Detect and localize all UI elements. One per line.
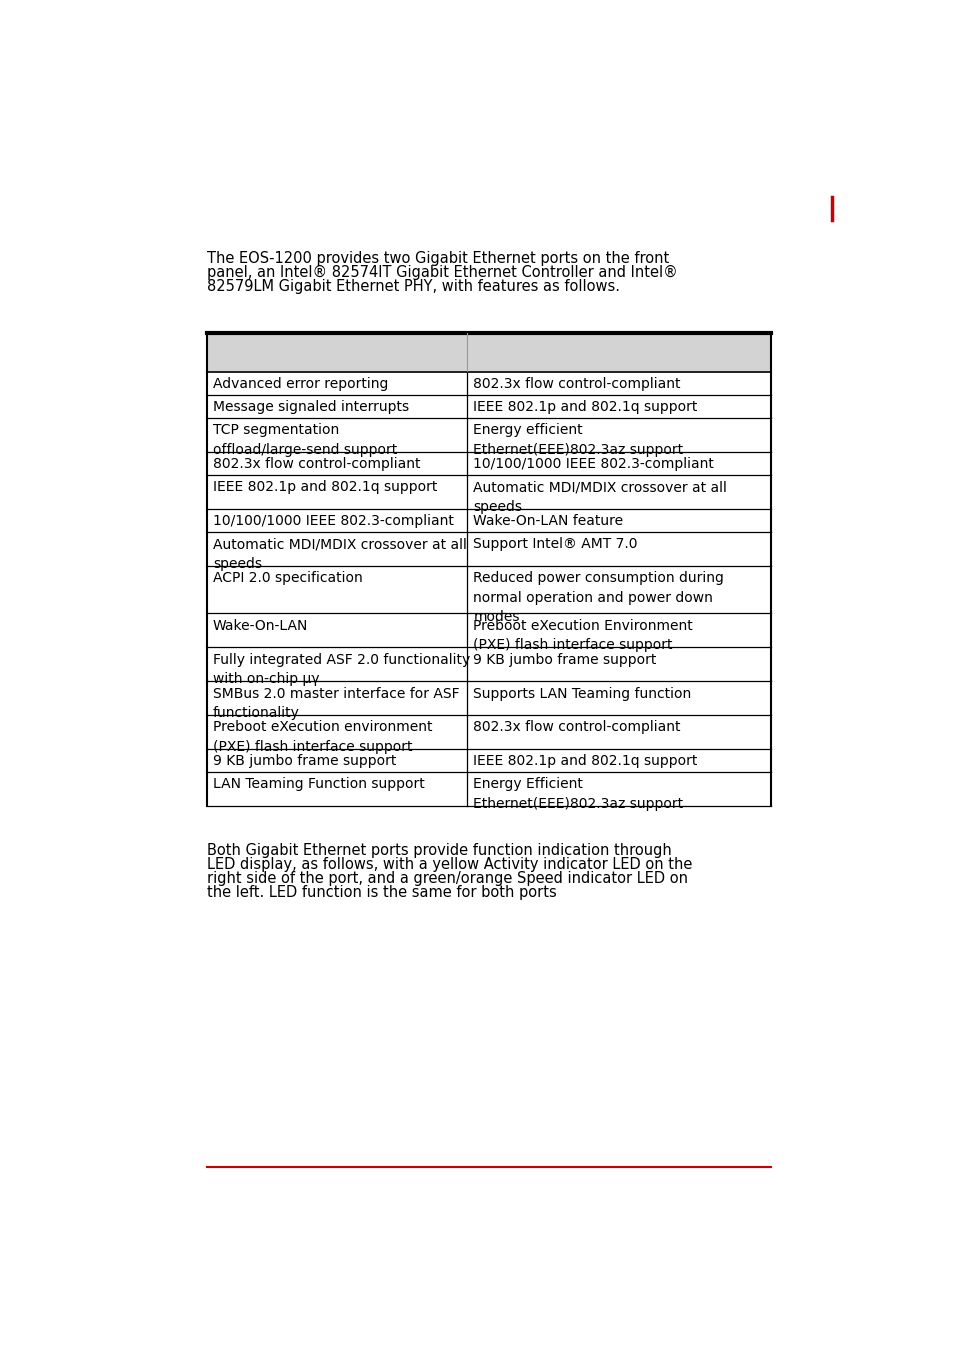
Bar xyxy=(467,475,770,508)
Bar xyxy=(207,508,467,531)
Text: 82579LM Gigabit Ethernet PHY, with features as follows.: 82579LM Gigabit Ethernet PHY, with featu… xyxy=(207,279,619,293)
Text: Supports LAN Teaming function: Supports LAN Teaming function xyxy=(473,687,691,700)
Text: Energy efficient
Ethernet(EEE)802.3az support: Energy efficient Ethernet(EEE)802.3az su… xyxy=(473,423,683,457)
Text: Advanced error reporting: Advanced error reporting xyxy=(213,377,388,391)
Bar xyxy=(467,681,770,715)
Text: The EOS-1200 provides two Gigabit Ethernet ports on the front: The EOS-1200 provides two Gigabit Ethern… xyxy=(207,250,668,266)
Text: 802.3x flow control-compliant: 802.3x flow control-compliant xyxy=(473,721,680,734)
Bar xyxy=(467,715,770,749)
Text: 9 KB jumbo frame support: 9 KB jumbo frame support xyxy=(473,653,656,667)
Text: SMBus 2.0 master interface for ASF
functionality: SMBus 2.0 master interface for ASF funct… xyxy=(213,687,459,721)
Text: Wake-On-LAN: Wake-On-LAN xyxy=(213,619,308,633)
Bar xyxy=(467,648,770,681)
Bar xyxy=(207,614,467,648)
Text: TCP segmentation
offload/large-send support: TCP segmentation offload/large-send supp… xyxy=(213,423,396,457)
Text: 9 KB jumbo frame support: 9 KB jumbo frame support xyxy=(213,754,396,768)
Bar xyxy=(467,772,770,806)
Text: right side of the port, and a green/orange Speed indicator LED on: right side of the port, and a green/oran… xyxy=(207,871,687,886)
Text: 802.3x flow control-compliant: 802.3x flow control-compliant xyxy=(213,457,420,470)
Text: 10/100/1000 IEEE 802.3-compliant: 10/100/1000 IEEE 802.3-compliant xyxy=(473,457,714,470)
Bar xyxy=(467,452,770,475)
Text: Fully integrated ASF 2.0 functionality
with on-chip μγ: Fully integrated ASF 2.0 functionality w… xyxy=(213,653,470,687)
Bar xyxy=(467,508,770,531)
Text: panel, an Intel® 82574IT Gigabit Ethernet Controller and Intel®: panel, an Intel® 82574IT Gigabit Etherne… xyxy=(207,265,677,280)
Bar xyxy=(207,531,467,565)
Bar xyxy=(207,648,467,681)
Text: Wake-On-LAN feature: Wake-On-LAN feature xyxy=(473,514,623,529)
Text: Preboot eXecution environment
(PXE) flash interface support: Preboot eXecution environment (PXE) flas… xyxy=(213,721,432,754)
Text: Both Gigabit Ethernet ports provide function indication through: Both Gigabit Ethernet ports provide func… xyxy=(207,842,671,859)
Bar xyxy=(467,565,770,614)
Text: 10/100/1000 IEEE 802.3-compliant: 10/100/1000 IEEE 802.3-compliant xyxy=(213,514,454,529)
Text: IEEE 802.1p and 802.1q support: IEEE 802.1p and 802.1q support xyxy=(473,400,697,414)
Bar xyxy=(467,418,770,452)
Text: Energy Efficient
Ethernet(EEE)802.3az support: Energy Efficient Ethernet(EEE)802.3az su… xyxy=(473,777,683,811)
Bar xyxy=(467,395,770,418)
Text: Support Intel® AMT 7.0: Support Intel® AMT 7.0 xyxy=(473,537,638,552)
Bar xyxy=(207,452,467,475)
Bar xyxy=(207,681,467,715)
Text: Automatic MDI/MDIX crossover at all
speeds: Automatic MDI/MDIX crossover at all spee… xyxy=(213,537,466,571)
Bar xyxy=(467,749,770,772)
Text: the left. LED function is the same for both ports: the left. LED function is the same for b… xyxy=(207,884,556,899)
Text: Automatic MDI/MDIX crossover at all
speeds: Automatic MDI/MDIX crossover at all spee… xyxy=(473,480,726,514)
Text: 802.3x flow control-compliant: 802.3x flow control-compliant xyxy=(473,377,680,391)
Bar xyxy=(207,372,467,395)
Bar xyxy=(207,749,467,772)
Text: IEEE 802.1p and 802.1q support: IEEE 802.1p and 802.1q support xyxy=(473,754,697,768)
Bar xyxy=(207,418,467,452)
Text: ACPI 2.0 specification: ACPI 2.0 specification xyxy=(213,571,362,585)
Bar xyxy=(467,614,770,648)
Bar xyxy=(207,475,467,508)
Text: LAN Teaming Function support: LAN Teaming Function support xyxy=(213,777,424,791)
Bar xyxy=(207,715,467,749)
Bar xyxy=(207,772,467,806)
Text: IEEE 802.1p and 802.1q support: IEEE 802.1p and 802.1q support xyxy=(213,480,436,495)
Bar xyxy=(207,565,467,614)
Bar xyxy=(467,372,770,395)
Text: Message signaled interrupts: Message signaled interrupts xyxy=(213,400,409,414)
Text: Reduced power consumption during
normal operation and power down
modes: Reduced power consumption during normal … xyxy=(473,571,723,625)
Bar xyxy=(207,333,770,372)
Bar xyxy=(467,531,770,565)
Text: LED display, as follows, with a yellow Activity indicator LED on the: LED display, as follows, with a yellow A… xyxy=(207,857,692,872)
Bar xyxy=(207,395,467,418)
Text: Preboot eXecution Environment
(PXE) flash interface support: Preboot eXecution Environment (PXE) flas… xyxy=(473,619,693,653)
